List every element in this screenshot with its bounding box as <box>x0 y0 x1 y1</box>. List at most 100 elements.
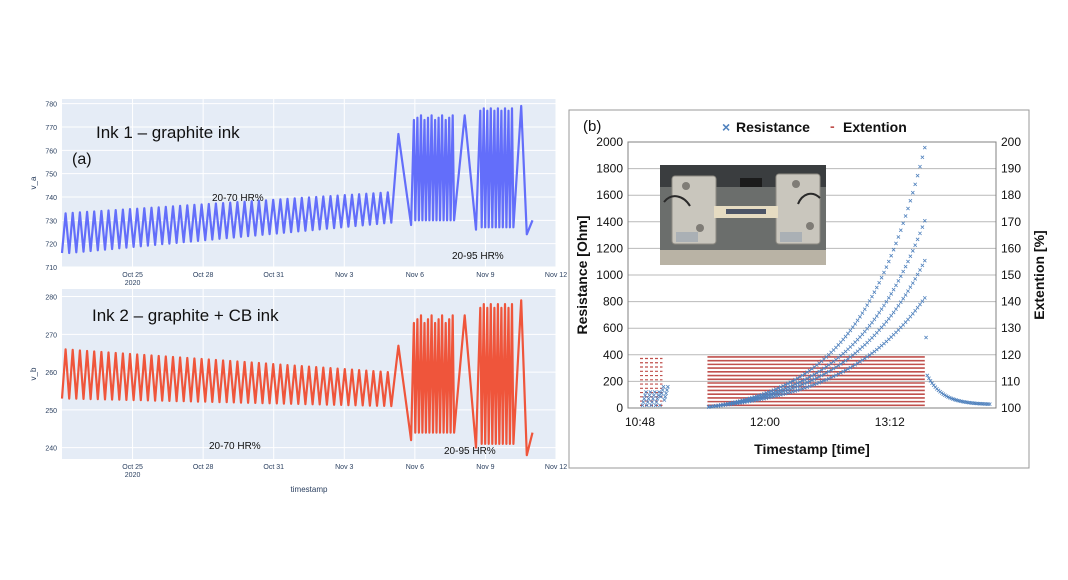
plot-area-b <box>627 141 997 409</box>
annotation-ink2-low: 20-70 HR% <box>209 441 261 452</box>
y-tick-label: 2000 <box>596 135 623 149</box>
y-tick-label: 200 <box>603 374 623 388</box>
resistance-point <box>641 400 646 404</box>
resistance-point <box>872 290 877 295</box>
resistance-point <box>918 164 922 169</box>
resistance-point <box>800 382 805 387</box>
panel-label-b: (b) <box>583 118 601 135</box>
resistance-point <box>817 374 822 379</box>
resistance-point <box>795 384 800 389</box>
resistance-point <box>822 378 826 383</box>
resistance-point <box>918 231 922 236</box>
x-tick-label: 12:00 <box>750 415 780 429</box>
resistance-point <box>894 307 898 312</box>
legend-marker-extention: - <box>830 118 835 134</box>
y2-axis-label-b: Extention [%] <box>1031 230 1047 319</box>
resistance-point <box>870 320 874 325</box>
resistance-point <box>665 388 669 392</box>
y-tick-label: 720 <box>45 242 57 249</box>
chart-b: 0 200 400 600 800 1000 1200 1400 1600 1800 2000 10… <box>568 109 1047 469</box>
resistance-point <box>798 383 802 388</box>
resistance-point <box>843 358 848 363</box>
y-tick-label: 0 <box>616 401 623 415</box>
resistance-point <box>810 373 814 378</box>
resistance-point <box>918 268 922 272</box>
y2-tick-label: 170 <box>1001 215 1021 229</box>
resistance-point <box>867 353 872 357</box>
resistance-point <box>915 272 920 277</box>
resistance-point <box>795 376 800 381</box>
resistance-point <box>659 391 664 396</box>
resistance-point <box>920 299 925 304</box>
resistance-point <box>805 376 810 381</box>
resistance-point <box>644 390 648 394</box>
resistance-point <box>819 368 824 372</box>
resistance-point <box>807 375 812 380</box>
resistance-point <box>915 305 920 310</box>
resistance-point <box>886 316 891 321</box>
resistance-point <box>877 310 882 315</box>
x-axis-label-ink2: timestamp <box>291 485 328 494</box>
resistance-point <box>814 381 819 386</box>
resistance-point <box>826 363 831 367</box>
resistance-point <box>894 241 898 246</box>
resistance-point <box>654 400 659 404</box>
resistance-point <box>925 373 930 378</box>
resistance-point <box>870 294 874 299</box>
x-tick-label: 10:48 <box>625 415 655 429</box>
resistance-point <box>810 366 814 371</box>
resistance-point <box>800 373 805 378</box>
resistance-point <box>910 281 915 285</box>
resistance-point <box>645 400 650 404</box>
resistance-point <box>882 303 886 308</box>
y-tick-label: 240 <box>45 446 57 453</box>
resistance-point <box>798 374 802 379</box>
resistance-point <box>903 264 908 269</box>
resistance-point <box>643 393 648 398</box>
resistance-point <box>920 155 925 160</box>
resistance-point <box>665 384 670 389</box>
x-tick-label: Nov 12 <box>545 464 567 471</box>
resistance-point <box>805 370 810 375</box>
x-tick-label: Oct 28 <box>193 464 214 471</box>
x-tick-label: Oct 31 <box>263 272 284 279</box>
resistance-point <box>660 388 665 392</box>
resistance-point <box>901 296 906 301</box>
resistance-point <box>788 380 793 385</box>
resistance-point <box>822 366 826 371</box>
x-tick-label: Nov 6 <box>406 464 424 471</box>
y2-tick-label: 200 <box>1001 135 1021 149</box>
annotation-ink2-high: 20-95 HR% <box>444 446 496 457</box>
resistance-point <box>889 253 894 258</box>
resistance-point <box>805 385 810 389</box>
x-tick-label: Oct 28 <box>193 272 214 279</box>
resistance-point <box>913 276 918 281</box>
resistance-point <box>924 335 928 340</box>
resistance-point <box>928 378 933 383</box>
resistance-point <box>903 293 908 297</box>
resistance-point <box>865 303 870 308</box>
resistance-point <box>843 368 848 373</box>
chart-title-ink1: Ink 1 – graphite ink <box>96 123 240 142</box>
resistance-point <box>860 358 865 362</box>
resistance-point <box>867 323 872 328</box>
x-tick-year: 2020 <box>125 280 141 287</box>
setup-photo <box>660 165 826 265</box>
resistance-point <box>913 243 918 248</box>
resistance-point <box>802 381 807 386</box>
chart-title-ink2: Ink 2 – graphite + CB ink <box>92 306 279 325</box>
resistance-point <box>826 369 831 374</box>
y-tick-label: 710 <box>45 265 57 272</box>
y-tick-label: 600 <box>603 321 623 335</box>
resistance-point <box>858 359 862 364</box>
resistance-point <box>649 403 654 408</box>
resistance-point <box>898 228 903 233</box>
resistance-point <box>662 398 667 402</box>
resistance-point <box>661 384 666 389</box>
x-tick-label: Nov 9 <box>476 272 494 279</box>
resistance-point <box>898 274 903 279</box>
resistance-point <box>906 289 910 294</box>
y-tick-label: 750 <box>45 172 57 179</box>
